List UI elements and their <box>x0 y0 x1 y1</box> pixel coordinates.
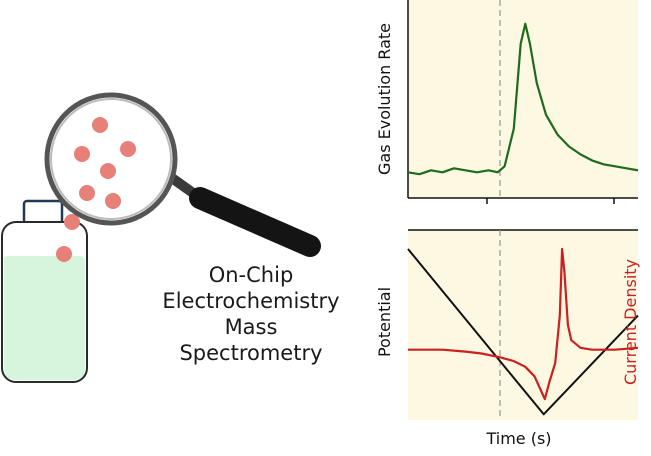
potential-series-line <box>407 248 639 416</box>
escaping-bubble <box>64 214 80 230</box>
caption-line: On-Chip <box>208 263 294 287</box>
gas-illustration <box>1 92 321 383</box>
chart-area: Gas Evolution Rate Potential Current Den… <box>375 0 640 448</box>
top-y-axis-label: Gas Evolution Rate <box>375 23 394 175</box>
caption-line: Electrochemistry <box>162 289 340 313</box>
bubble <box>120 141 136 157</box>
bottom-y-axis-label: Potential <box>375 287 394 357</box>
x-axis-label: Time (s) <box>485 429 551 448</box>
magnifier-handle <box>189 187 321 257</box>
bottle-cap <box>22 199 64 225</box>
caption-line: Spectrometry <box>179 341 323 365</box>
current-density-series-line <box>408 247 639 401</box>
bubble <box>100 163 116 179</box>
bottom-y2-axis-label: Current Density <box>621 259 640 385</box>
gas-evolution-series-line <box>407 22 639 176</box>
bubble <box>92 117 108 133</box>
title-caption: On-Chip Electrochemistry Mass Spectromet… <box>140 262 362 366</box>
bottle-liquid <box>4 256 85 380</box>
magnifier-lens <box>44 92 178 226</box>
bottom-plot-background <box>408 230 638 420</box>
bubble <box>74 146 90 162</box>
bubble <box>79 185 95 201</box>
bubble <box>105 193 121 209</box>
escaping-bubble <box>56 246 72 262</box>
magnifier-rim-inner <box>50 98 172 220</box>
caption-line: Mass <box>224 315 278 339</box>
